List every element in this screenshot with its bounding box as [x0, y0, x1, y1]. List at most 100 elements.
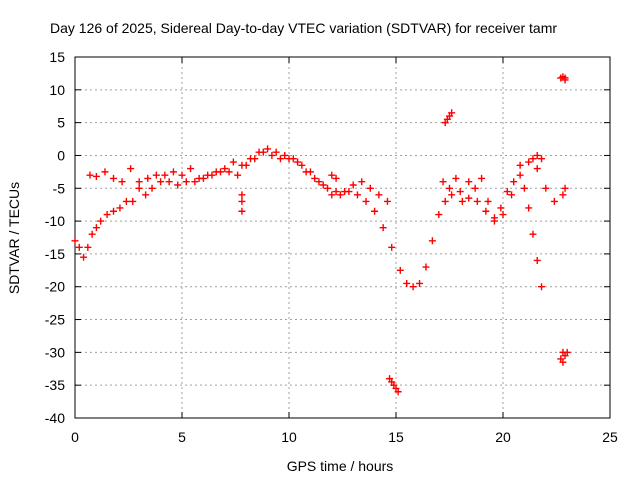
data-point — [101, 168, 109, 176]
data-point — [276, 155, 284, 163]
data-point — [366, 184, 374, 192]
data-point — [328, 191, 336, 199]
data-point — [315, 178, 323, 186]
data-point — [497, 204, 505, 212]
data-point — [446, 184, 453, 192]
data-point — [86, 171, 94, 179]
data-point — [204, 171, 212, 179]
data-point — [195, 174, 203, 182]
data-point — [563, 348, 571, 356]
data-point — [178, 171, 186, 179]
data-point — [152, 171, 160, 179]
data-point — [311, 174, 319, 182]
y-tick-label: -10 — [45, 213, 65, 229]
data-point — [525, 204, 533, 212]
data-point — [294, 158, 302, 166]
data-point — [409, 283, 417, 291]
data-point — [428, 237, 436, 245]
data-point — [403, 279, 411, 287]
data-point — [88, 230, 96, 238]
data-point — [465, 194, 473, 202]
data-point — [103, 211, 111, 219]
data-point — [92, 172, 100, 180]
data-point — [456, 188, 464, 196]
data-point — [362, 197, 370, 205]
data-point — [328, 171, 336, 179]
data-point — [550, 197, 558, 205]
data-point — [510, 178, 518, 186]
data-point — [144, 174, 152, 182]
data-point — [135, 178, 143, 186]
data-point — [448, 109, 456, 117]
data-point — [110, 174, 118, 182]
data-point — [80, 253, 88, 261]
data-point — [349, 181, 357, 189]
data-point — [75, 243, 83, 251]
data-point — [388, 243, 396, 251]
data-point — [165, 178, 173, 186]
data-point — [319, 181, 327, 189]
y-tick-label: 10 — [49, 82, 65, 98]
data-point — [516, 171, 524, 179]
data-point — [533, 165, 541, 173]
y-tick-label: 0 — [57, 147, 65, 163]
data-point — [508, 191, 516, 199]
data-point — [332, 188, 340, 196]
data-point — [394, 388, 402, 396]
data-point — [298, 161, 306, 169]
data-point — [458, 197, 466, 205]
data-point — [306, 168, 314, 176]
data-point — [353, 191, 361, 199]
data-point — [422, 263, 430, 271]
series-short-arcs — [238, 73, 571, 396]
data-point — [135, 184, 143, 192]
data-point — [264, 145, 272, 153]
data-point — [435, 211, 443, 219]
data-point — [379, 224, 387, 232]
data-point — [533, 256, 541, 264]
data-point — [516, 161, 524, 169]
y-tick-label: -30 — [45, 344, 65, 360]
y-tick-label: -5 — [53, 180, 66, 196]
data-point — [169, 168, 177, 176]
data-point — [529, 155, 537, 163]
series-upper-band — [86, 145, 391, 205]
data-point — [129, 197, 137, 205]
data-point — [281, 151, 289, 159]
x-tick-label: 10 — [281, 429, 297, 445]
x-tick-label: 20 — [495, 429, 511, 445]
data-point — [97, 217, 105, 225]
data-point — [161, 171, 169, 179]
data-point — [341, 188, 349, 196]
data-point — [336, 191, 344, 199]
data-point — [174, 181, 182, 189]
data-point — [116, 204, 124, 212]
data-point — [452, 174, 460, 182]
data-point — [471, 184, 479, 192]
data-point — [538, 283, 546, 291]
x-tick-label: 5 — [178, 429, 186, 445]
y-tick-label: 5 — [57, 115, 65, 131]
data-point — [229, 158, 237, 166]
chart-title: Day 126 of 2025, Sidereal Day-to-day VTE… — [50, 20, 557, 36]
data-point — [142, 191, 150, 199]
data-point — [148, 184, 156, 192]
data-point — [538, 155, 546, 163]
data-point — [234, 171, 242, 179]
data-point — [533, 151, 541, 159]
data-point — [238, 191, 246, 199]
data-point — [191, 178, 199, 186]
data-point — [525, 158, 533, 166]
data-point — [396, 266, 404, 274]
data-point — [84, 243, 92, 251]
data-point — [561, 76, 569, 84]
data-point — [465, 178, 473, 186]
data-point — [238, 207, 246, 215]
data-point — [482, 207, 490, 215]
data-point — [448, 191, 456, 199]
data-point — [187, 165, 195, 173]
data-point — [503, 188, 511, 196]
data-point — [484, 197, 492, 205]
series-evening-band — [439, 161, 546, 291]
